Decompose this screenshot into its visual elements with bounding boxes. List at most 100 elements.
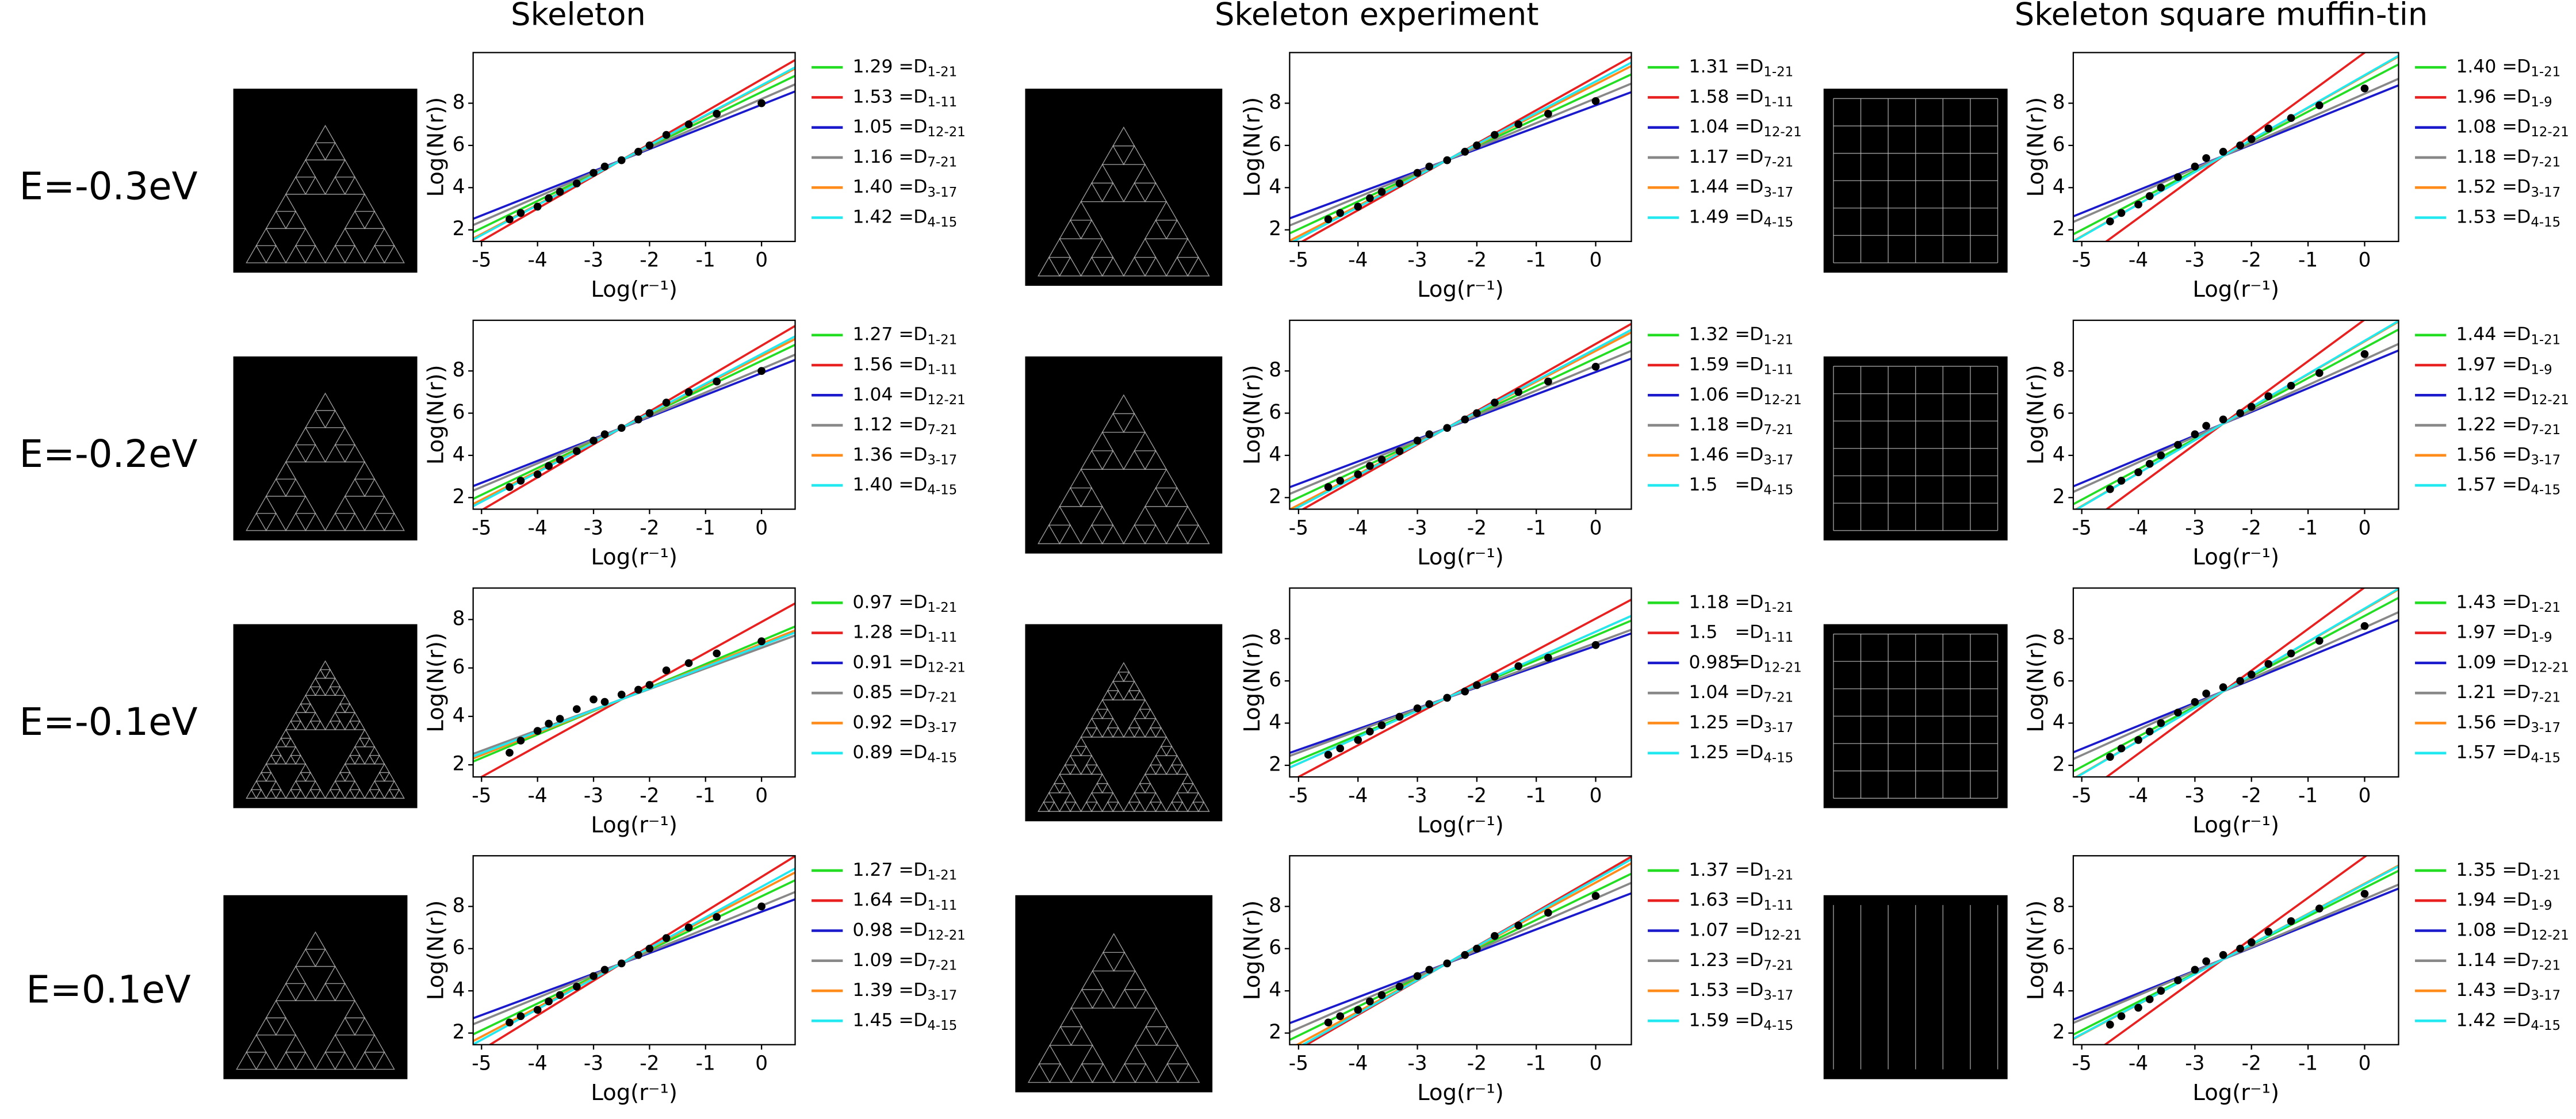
legend-name: D1-11 xyxy=(1750,354,1793,377)
data-point xyxy=(1324,750,1333,759)
x-axis-label: Log(r⁻¹) xyxy=(1417,545,1504,570)
x-tick-label: -2 xyxy=(1467,1052,1487,1075)
legend-value: 1.14 xyxy=(2456,950,2496,971)
legend-name: D1-9 xyxy=(2517,622,2552,645)
legend-separator: = xyxy=(899,712,914,733)
legend-value: 1.32 xyxy=(1689,324,1729,345)
axes-frame xyxy=(2072,52,2399,243)
axes-frame xyxy=(1289,52,1632,243)
data-point xyxy=(2219,415,2227,424)
data-point xyxy=(617,959,626,968)
legend-value: 0.89 xyxy=(853,742,893,763)
legend-separator: = xyxy=(2502,860,2517,880)
data-point xyxy=(533,470,542,478)
legend-value: 1.28 xyxy=(853,622,893,643)
row-label: E=-0.2eV xyxy=(19,432,197,476)
y-tick-label: 6 xyxy=(2053,669,2065,692)
legend-value: 1.40 xyxy=(853,177,893,197)
legend-value: 1.08 xyxy=(2456,117,2496,137)
data-point xyxy=(1544,377,1552,386)
legend-value: 1.18 xyxy=(2456,147,2496,167)
data-point xyxy=(572,982,581,991)
legend-value: 1.5 xyxy=(1689,622,1717,643)
data-point xyxy=(2315,905,2324,913)
y-tick-label: 4 xyxy=(453,979,465,1002)
data-point xyxy=(1324,483,1333,491)
structure-image xyxy=(1025,624,1223,822)
x-tick-label: -3 xyxy=(1407,784,1427,807)
legend-separator: = xyxy=(1735,147,1750,167)
data-point xyxy=(1514,662,1523,670)
structure-image xyxy=(1025,356,1223,554)
x-tick-label: -5 xyxy=(2072,249,2092,272)
data-point xyxy=(1324,1018,1333,1027)
legend-separator: = xyxy=(2502,919,2517,940)
legend-value: 1.37 xyxy=(1689,860,1729,880)
y-tick-label: 6 xyxy=(453,401,465,424)
data-point xyxy=(545,997,553,1006)
legend-separator: = xyxy=(899,622,914,643)
data-point xyxy=(634,415,642,424)
x-tick-label: -1 xyxy=(1526,784,1546,807)
data-point xyxy=(2360,890,2369,898)
legend-name: D3-17 xyxy=(1750,177,1793,200)
x-tick-label: -5 xyxy=(1289,1052,1308,1075)
legend-value: 1.05 xyxy=(853,117,893,137)
data-point xyxy=(1514,388,1523,396)
column-title: Skeleton square muffin-tin xyxy=(2015,0,2428,33)
data-point xyxy=(506,215,514,224)
legend-name: D1-11 xyxy=(1750,890,1793,913)
legend-value: 1.29 xyxy=(853,56,893,77)
legend-name: D7-21 xyxy=(913,950,957,973)
legend-value: 1.58 xyxy=(1689,86,1729,107)
legend-value: 1.57 xyxy=(2456,742,2496,763)
data-point xyxy=(757,99,765,108)
legend-separator: = xyxy=(2502,324,2517,345)
fit-line xyxy=(1291,62,1632,242)
x-axis-label: Log(r⁻¹) xyxy=(2192,1080,2279,1106)
axes-frame xyxy=(2072,319,2399,510)
x-tick-label: -4 xyxy=(528,516,548,539)
x-tick-label: -2 xyxy=(2242,784,2261,807)
structure-image xyxy=(1823,895,2008,1079)
data-point xyxy=(2264,660,2273,668)
data-point xyxy=(1377,187,1386,196)
y-axis-label: Log(N(r)) xyxy=(1239,633,1265,733)
y-tick-label: 8 xyxy=(1269,894,1281,917)
fit-lines xyxy=(1289,599,1632,777)
legend-name: D12-21 xyxy=(2517,652,2569,675)
legend-separator: = xyxy=(1735,206,1750,227)
legend-separator: = xyxy=(1735,622,1750,643)
fit-line xyxy=(473,66,795,241)
x-tick-label: -2 xyxy=(640,1052,659,1075)
data-point xyxy=(2219,951,2227,959)
legend-value: 1.04 xyxy=(1689,117,1729,137)
x-axis-label: Log(r⁻¹) xyxy=(591,1080,678,1106)
legend-name: D7-21 xyxy=(913,682,957,705)
y-tick-label: 2 xyxy=(2053,217,2065,240)
structure-image xyxy=(1015,895,1213,1093)
y-tick-label: 6 xyxy=(1269,401,1281,424)
y-tick-label: 8 xyxy=(453,607,465,630)
legend-name: D12-21 xyxy=(2517,384,2569,407)
legend-value: 1.31 xyxy=(1689,56,1729,77)
legend-separator: = xyxy=(1735,950,1750,971)
data-point xyxy=(2117,744,2126,753)
fit-line xyxy=(473,335,795,508)
x-tick-label: -2 xyxy=(1467,784,1487,807)
x-tick-label: -3 xyxy=(584,516,603,539)
data-point xyxy=(2191,430,2199,439)
legend-separator: = xyxy=(1735,177,1750,197)
fit-lines xyxy=(473,602,795,777)
legend-separator: = xyxy=(1735,415,1750,435)
legend-name: D1-21 xyxy=(1750,324,1793,347)
data-point xyxy=(1413,168,1422,177)
data-point xyxy=(2157,183,2165,192)
legend-value: 1.09 xyxy=(2456,652,2496,673)
data-point xyxy=(1490,131,1499,139)
y-tick-label: 8 xyxy=(453,91,465,114)
data-point xyxy=(600,698,609,706)
x-tick-label: 0 xyxy=(755,516,768,539)
legend-separator: = xyxy=(1735,56,1750,77)
